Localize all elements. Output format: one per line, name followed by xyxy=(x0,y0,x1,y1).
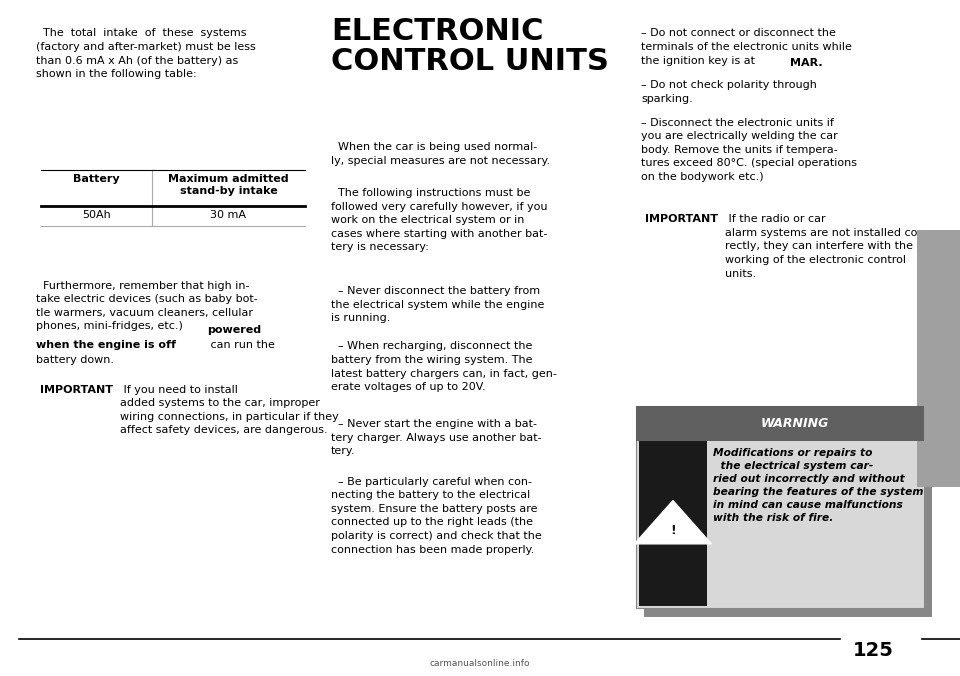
Text: – Be particularly careful when con-
necting the battery to the electrical
system: – Be particularly careful when con- nect… xyxy=(331,477,542,554)
FancyBboxPatch shape xyxy=(636,406,924,608)
Text: – Disconnect the electronic units if
you are electrically welding the car
body. : – Disconnect the electronic units if you… xyxy=(641,118,857,182)
Text: When the car is being used normal-
ly, special measures are not necessary.: When the car is being used normal- ly, s… xyxy=(331,142,550,166)
Text: battery down.: battery down. xyxy=(36,355,114,365)
Text: powered: powered xyxy=(207,325,261,335)
Text: ELECTRONIC
CONTROL UNITS: ELECTRONIC CONTROL UNITS xyxy=(331,17,609,76)
Text: – Never start the engine with a bat-
tery charger. Always use another bat-
tery.: – Never start the engine with a bat- ter… xyxy=(331,419,541,456)
Text: can run the: can run the xyxy=(207,340,276,350)
Text: 50Ah: 50Ah xyxy=(83,210,110,220)
Text: Furthermore, remember that high in-
take electric devices (such as baby bot-
tle: Furthermore, remember that high in- take… xyxy=(36,281,258,331)
Text: – Do not connect or disconnect the
terminals of the electronic units while
the i: – Do not connect or disconnect the termi… xyxy=(641,28,852,66)
Text: Maximum admitted
stand-by intake: Maximum admitted stand-by intake xyxy=(168,174,289,196)
Text: The  total  intake  of  these  systems
(factory and after-market) must be less
t: The total intake of these systems (facto… xyxy=(36,28,256,79)
Text: – When recharging, disconnect the
battery from the wiring system. The
latest bat: – When recharging, disconnect the batter… xyxy=(331,341,557,392)
Text: !: ! xyxy=(670,524,676,537)
FancyBboxPatch shape xyxy=(644,414,932,617)
Text: IMPORTANT: IMPORTANT xyxy=(40,385,113,395)
Text: If the radio or car
alarm systems are not installed cor-
rectly, they can interf: If the radio or car alarm systems are no… xyxy=(725,214,925,279)
FancyBboxPatch shape xyxy=(639,441,707,606)
Text: when the engine is off: when the engine is off xyxy=(36,340,177,350)
Text: Modifications or repairs to
  the electrical system car-
ried out incorrectly an: Modifications or repairs to the electric… xyxy=(713,448,924,523)
Text: MAR.: MAR. xyxy=(790,58,823,68)
Text: The following instructions must be
followed very carefully however, if you
work : The following instructions must be follo… xyxy=(331,188,548,252)
Text: carmanualsonline.info: carmanualsonline.info xyxy=(430,659,530,668)
Text: Battery: Battery xyxy=(73,174,120,184)
FancyBboxPatch shape xyxy=(636,406,924,441)
Text: – Never disconnect the battery from
the electrical system while the engine
is ru: – Never disconnect the battery from the … xyxy=(331,286,544,323)
Text: If you need to install
added systems to the car, improper
wiring connections, in: If you need to install added systems to … xyxy=(120,385,339,435)
Text: 30 mA: 30 mA xyxy=(210,210,247,220)
Text: 125: 125 xyxy=(853,641,894,660)
FancyBboxPatch shape xyxy=(917,230,960,487)
Text: IMPORTANT: IMPORTANT xyxy=(645,214,718,224)
Text: – Do not check polarity through
sparking.: – Do not check polarity through sparking… xyxy=(641,80,817,104)
Polygon shape xyxy=(635,500,711,544)
Text: WARNING: WARNING xyxy=(760,416,829,430)
